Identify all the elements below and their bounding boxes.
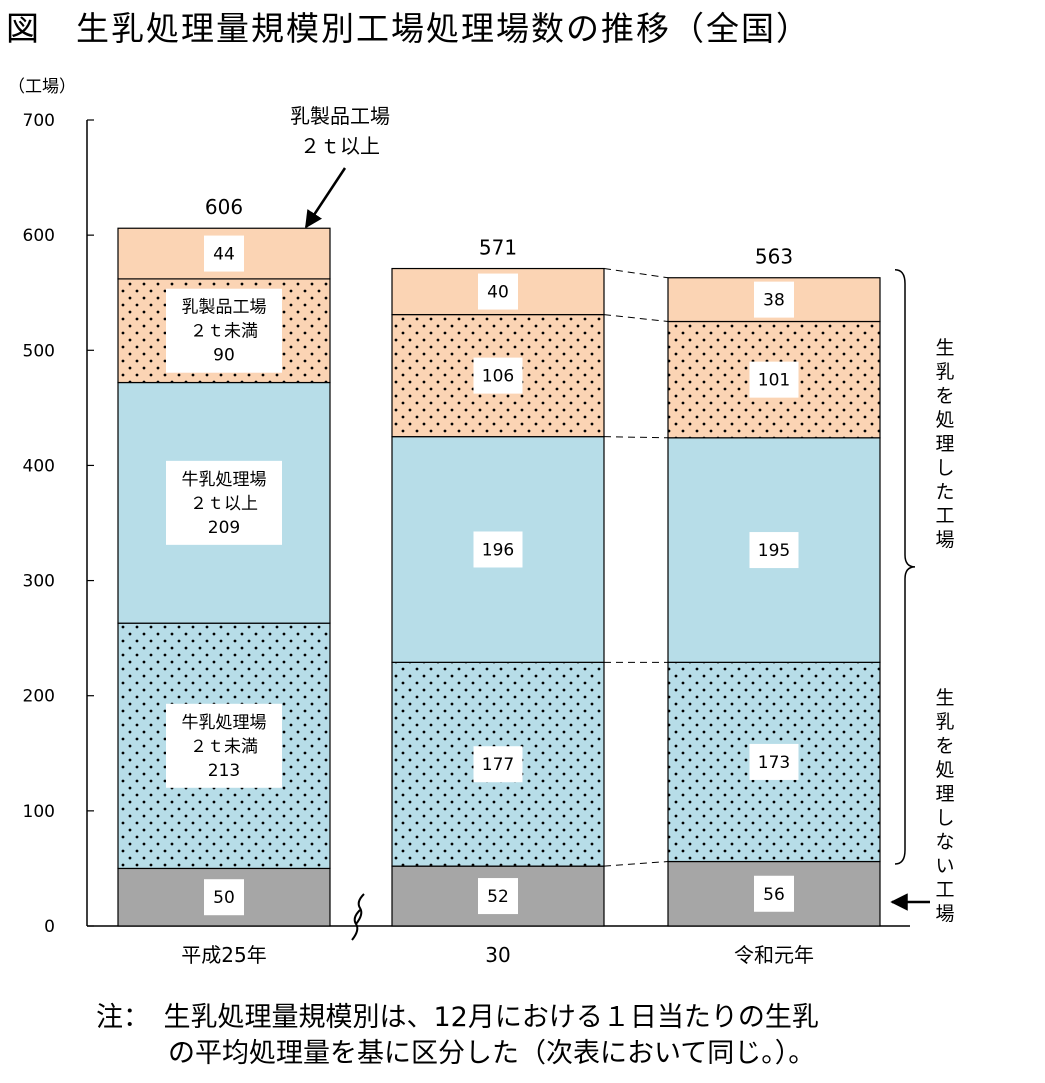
value-label: 196 xyxy=(482,540,514,560)
segment-label: 101 xyxy=(749,361,799,398)
value-label-box xyxy=(204,879,244,916)
value-label-box xyxy=(166,703,282,788)
y-tick-label: 700 xyxy=(23,111,55,131)
value-label: 牛乳処理場 xyxy=(182,470,267,490)
connector-lines xyxy=(603,268,669,867)
y-tick-label: 300 xyxy=(23,572,55,592)
value-label-box xyxy=(166,460,282,545)
footnote: 注： 生乳処理量規模別は、12月における１日当たりの生乳 の平均処理量を基に区分… xyxy=(96,1000,819,1072)
brace-label-not-processed: 生乳を処理しない工場 xyxy=(935,687,955,925)
value-label: 209 xyxy=(208,518,240,538)
value-label: 101 xyxy=(758,371,790,391)
value-label: 牛乳処理場 xyxy=(182,713,267,733)
y-tick-label: 200 xyxy=(23,687,55,707)
value-label: 40 xyxy=(487,283,509,303)
value-label-box xyxy=(473,531,523,568)
value-label: 44 xyxy=(213,245,235,265)
value-label-box xyxy=(749,361,799,398)
segment-label: 牛乳処理場 ２ｔ以上 209 xyxy=(166,460,282,545)
value-label-box xyxy=(166,288,282,373)
value-label-box xyxy=(749,743,799,780)
bar-total-label: 606 xyxy=(205,195,243,219)
value-label: 38 xyxy=(763,291,785,311)
chart-title: 図 生乳処理量規模別工場処理場数の推移（全国） xyxy=(6,9,811,48)
value-label: 106 xyxy=(482,367,514,387)
segment-label: 106 xyxy=(473,357,523,394)
value-label: 50 xyxy=(213,888,235,908)
bar-total-label: 571 xyxy=(479,236,517,260)
value-label-box xyxy=(204,235,244,272)
y-tick-label: 400 xyxy=(23,456,55,476)
segment-label: 177 xyxy=(473,746,523,783)
bar-total-label: 563 xyxy=(755,245,793,269)
segment-label: 52 xyxy=(478,878,518,915)
footnote-line-2: の平均処理量を基に区分した（次表において同じ。）。 xyxy=(168,1038,816,1069)
connector-line xyxy=(603,268,669,279)
brace-label-processed: 生乳を処理した工場 xyxy=(935,337,955,551)
segment-label: 38 xyxy=(754,281,794,318)
segment-label: 196 xyxy=(473,531,523,568)
x-tick-label: 平成25年 xyxy=(181,943,266,967)
callout-arrow xyxy=(304,167,347,229)
stacked-bar-chart: （工場） 0 100 200 300 400 500 600 700 50 牛乳処理場 ２ｔ未満 2… xyxy=(8,77,930,967)
x-tick-label: 30 xyxy=(485,943,510,967)
value-label: ２ｔ未満 xyxy=(190,322,258,342)
segment-label: 乳製品工場 ２ｔ未満 90 xyxy=(166,288,282,373)
connector-line xyxy=(603,436,669,439)
value-label: 乳製品工場 xyxy=(182,298,267,318)
annotations: 乳製品工場 ２ｔ以上 xyxy=(290,104,930,911)
segment-label: 44 xyxy=(204,235,244,272)
x-axis-labels: 平成25年 30 令和元年 xyxy=(181,943,814,967)
value-label: 195 xyxy=(758,541,790,561)
value-label-box xyxy=(473,357,523,394)
callout-label: ２ｔ以上 xyxy=(300,134,380,158)
value-label-box xyxy=(478,273,518,310)
value-label: 173 xyxy=(758,753,790,773)
y-tick-label: 100 xyxy=(23,802,55,822)
connector-line xyxy=(603,861,669,867)
x-tick-label: 令和元年 xyxy=(734,943,814,967)
value-label: 90 xyxy=(213,346,235,366)
value-label: 52 xyxy=(487,887,509,907)
value-label: ２ｔ未満 xyxy=(190,737,258,757)
segment-label: 195 xyxy=(749,532,799,569)
value-label-box xyxy=(754,875,794,912)
y-tick-label: 500 xyxy=(23,341,55,361)
footnote-label: 注： xyxy=(96,1002,137,1033)
value-label: ２ｔ以上 xyxy=(190,494,258,514)
curly-brace-icon xyxy=(894,268,916,865)
value-label: 213 xyxy=(208,761,240,781)
segment-label: 40 xyxy=(478,273,518,310)
segment-label: 56 xyxy=(754,875,794,912)
value-label-box xyxy=(478,878,518,915)
axis-break-mark xyxy=(351,893,365,941)
y-tick-label: 600 xyxy=(23,226,55,246)
y-tick-label: 0 xyxy=(44,917,55,937)
value-label-box xyxy=(754,281,794,318)
segment-label: 牛乳処理場 ２ｔ未満 213 xyxy=(166,703,282,788)
bar-stack-area: 50 牛乳処理場 ２ｔ未満 213 牛乳処理場 ２ｔ以上 209 乳製品工場 ２ｔ未満 90 44 6… xyxy=(117,195,881,927)
segment-label: 173 xyxy=(749,743,799,780)
segment-label: 50 xyxy=(204,879,244,916)
footnote-line-1: 生乳処理量規模別は、12月における１日当たりの生乳 xyxy=(163,1002,819,1033)
value-label-box xyxy=(749,532,799,569)
value-label: 177 xyxy=(482,755,514,775)
connector-line xyxy=(603,314,669,322)
value-label: 56 xyxy=(763,885,785,905)
callout-label: 乳製品工場 xyxy=(290,104,390,128)
value-label-box xyxy=(473,746,523,783)
y-axis-title: （工場） xyxy=(8,77,76,97)
